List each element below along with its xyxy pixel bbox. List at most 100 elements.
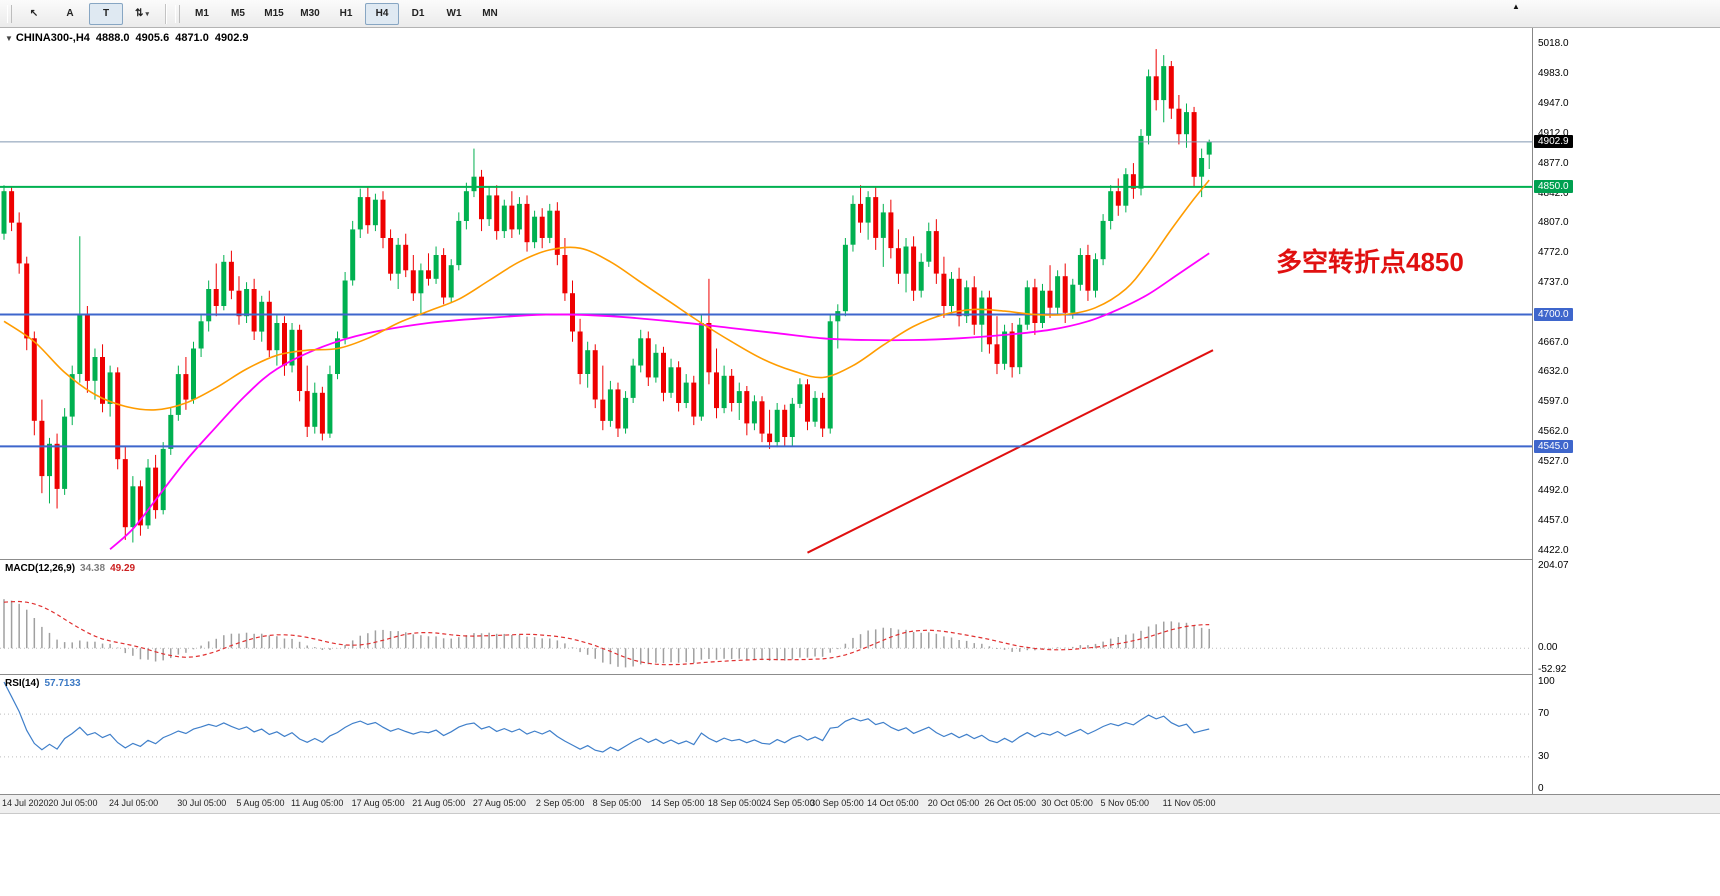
timeframe-h1-button[interactable]: H1 (339, 8, 353, 19)
ohlc-open: 4888.0 (95, 32, 130, 44)
ma-fast-line (3, 179, 1210, 411)
rsi-line (3, 681, 1210, 753)
date-label: 14 Oct 05:00 (867, 798, 919, 808)
date-label: 5 Nov 05:00 (1100, 798, 1150, 808)
text-box-tool-button[interactable]: T (89, 2, 123, 25)
price-tick-label: 4912.0 (1538, 128, 1569, 140)
macd-name: MACD(12,26,9) (5, 563, 76, 574)
rsi-scale-label: 0 (1538, 783, 1544, 794)
ma-slow-line (109, 252, 1210, 550)
price-tick-label: 4457.0 (1538, 515, 1569, 527)
timeframe-w1-button[interactable]: W1 (446, 8, 462, 19)
toolbar-separator (165, 3, 166, 24)
ascending-trendline[interactable] (807, 349, 1214, 554)
date-label: 21 Aug 05:00 (412, 798, 466, 808)
ohlc-close: 4902.9 (214, 32, 249, 44)
time-axis[interactable]: 14 Jul 2020 20 Jul 05:00 24 Jul 05:00 30 Ju… (0, 794, 1720, 814)
price-tick-label: 4422.0 (1538, 545, 1569, 556)
macd-signal-value: 49.29 (110, 563, 136, 574)
chart-tools-group: ↖ A T ⇅ ▾ (16, 2, 160, 25)
price-tag-4700.0[interactable]: 4700.0 (1534, 308, 1573, 321)
date-label: 30 Sep 05:00 (810, 798, 864, 808)
price-tick-label: 4842.0 (1538, 187, 1569, 199)
date-label: 17 Aug 05:00 (351, 798, 405, 808)
date-label: 30 Oct 05:00 (1041, 798, 1093, 808)
panel-separator-1[interactable] (0, 559, 1720, 560)
price-tick-label: 4492.0 (1538, 485, 1569, 497)
timeframe-group: M1 M5 M15 M30 H1 H4 D1 W1 MN (184, 2, 508, 25)
date-label: 24 Sep 05:00 (760, 798, 815, 808)
price-tick-label: 4632.0 (1538, 366, 1569, 378)
timeframe-mn-button[interactable]: MN (482, 8, 498, 19)
macd-panel[interactable] (0, 560, 1532, 674)
caret-down-icon: ▾ (145, 10, 149, 18)
date-label: 27 Aug 05:00 (472, 798, 526, 808)
date-label: 2 Sep 05:00 (535, 798, 585, 808)
macd-scale-label: -52.92 (1538, 664, 1567, 675)
panel-separator-2[interactable] (0, 674, 1720, 675)
toolbar-grip[interactable] (7, 4, 12, 23)
macd-scale-label: 0.00 (1538, 642, 1558, 654)
ohlc-low: 4871.0 (175, 32, 209, 44)
price-tick-label: 5018.0 (1538, 38, 1569, 49)
main-chart[interactable] (0, 28, 1532, 559)
macd-label: MACD(12,26,9) 34.38 49.29 (5, 563, 135, 574)
price-tick-label: 4597.0 (1538, 396, 1569, 408)
ohlc-high: 4905.6 (135, 32, 170, 44)
date-label: 26 Oct 05:00 (984, 798, 1037, 808)
toolbar-more-icon[interactable]: ▲ (1512, 2, 1520, 11)
price-tag-4902.9[interactable]: 4902.9 (1534, 135, 1573, 149)
price-scale[interactable]: 5018.0 4983.0 4947.0 4912.0 4877.0 4842.0 4807… (1532, 28, 1720, 794)
toolbar-grip-2[interactable] (175, 4, 180, 23)
indicators-dropdown-button[interactable]: ⇅ ▾ (135, 8, 149, 19)
date-label: 20 Oct 05:00 (927, 798, 980, 808)
price-tag-4850.0[interactable]: 4850.0 (1534, 180, 1573, 194)
rsi-label: RSI(14) 57.7133 (5, 678, 81, 689)
chart-title: ▼ CHINA300-,H4 4888.0 4905.6 4871.0 4902.9 (5, 32, 249, 44)
timeframe-m15-button[interactable]: M15 (264, 8, 284, 19)
timeframe-m5-button[interactable]: M5 (231, 8, 245, 19)
rsi-scale-label: 100 (1538, 676, 1555, 687)
price-tick-label: 4772.0 (1538, 247, 1569, 259)
toolbar: ↖ A T ⇅ ▾ M1 M5 M15 M30 H1 H4 D1 W1 MN ▲ (0, 0, 1720, 28)
chart-title-symbol: CHINA300-,H4 (15, 32, 90, 44)
macd-histogram (3, 599, 1210, 668)
price-tick-label: 4877.0 (1538, 157, 1569, 169)
macd-main-value: 34.38 (80, 563, 106, 574)
timeframe-h4-button[interactable]: H4 (365, 2, 399, 25)
price-tick-label: 4947.0 (1538, 98, 1569, 110)
price-tick-label: 4562.0 (1538, 425, 1569, 437)
rsi-value: 57.7133 (44, 678, 81, 689)
price-annotation-text[interactable]: 多空转折点4850 (1276, 247, 1464, 277)
price-tag-4545.0[interactable]: 4545.0 (1534, 439, 1573, 453)
date-label: 14 Jul 2020 (2, 798, 49, 808)
timeframe-d1-button[interactable]: D1 (411, 8, 425, 19)
rsi-scale-label: 30 (1538, 750, 1550, 762)
text-annotation-tool-button[interactable]: A (66, 8, 74, 19)
date-label: 20 Jul 05:00 (48, 798, 98, 808)
date-label: 5 Aug 05:00 (236, 798, 285, 808)
price-tick-label: 4737.0 (1538, 277, 1569, 289)
timeframe-m30-button[interactable]: M30 (300, 8, 320, 19)
rsi-name: RSI(14) (5, 678, 40, 689)
date-label: 30 Jul 05:00 (177, 798, 227, 808)
date-label: 8 Sep 05:00 (592, 798, 642, 808)
date-label: 24 Jul 05:00 (109, 798, 159, 808)
macd-signal-line (3, 600, 1210, 666)
cursor-tool-button[interactable]: ↖ (29, 8, 39, 19)
price-tick-label: 4807.0 (1538, 217, 1569, 229)
price-tick-label: 4527.0 (1538, 455, 1569, 467)
date-label: 18 Sep 05:00 (707, 798, 762, 808)
rsi-panel[interactable] (0, 675, 1532, 794)
price-tick-label: 4983.0 (1538, 67, 1569, 79)
date-label: 14 Sep 05:00 (651, 798, 705, 808)
date-label: 11 Aug 05:00 (290, 798, 344, 808)
symbol-marker-icon: ▼ (5, 34, 13, 43)
timeframe-m1-button[interactable]: M1 (195, 8, 209, 19)
macd-scale-label: 204.07 (1538, 560, 1569, 571)
candlestick-series (1, 49, 1212, 543)
price-tick-label: 4667.0 (1538, 336, 1569, 348)
rsi-scale-label: 70 (1538, 708, 1550, 720)
date-label: 11 Nov 05:00 (1162, 798, 1216, 808)
